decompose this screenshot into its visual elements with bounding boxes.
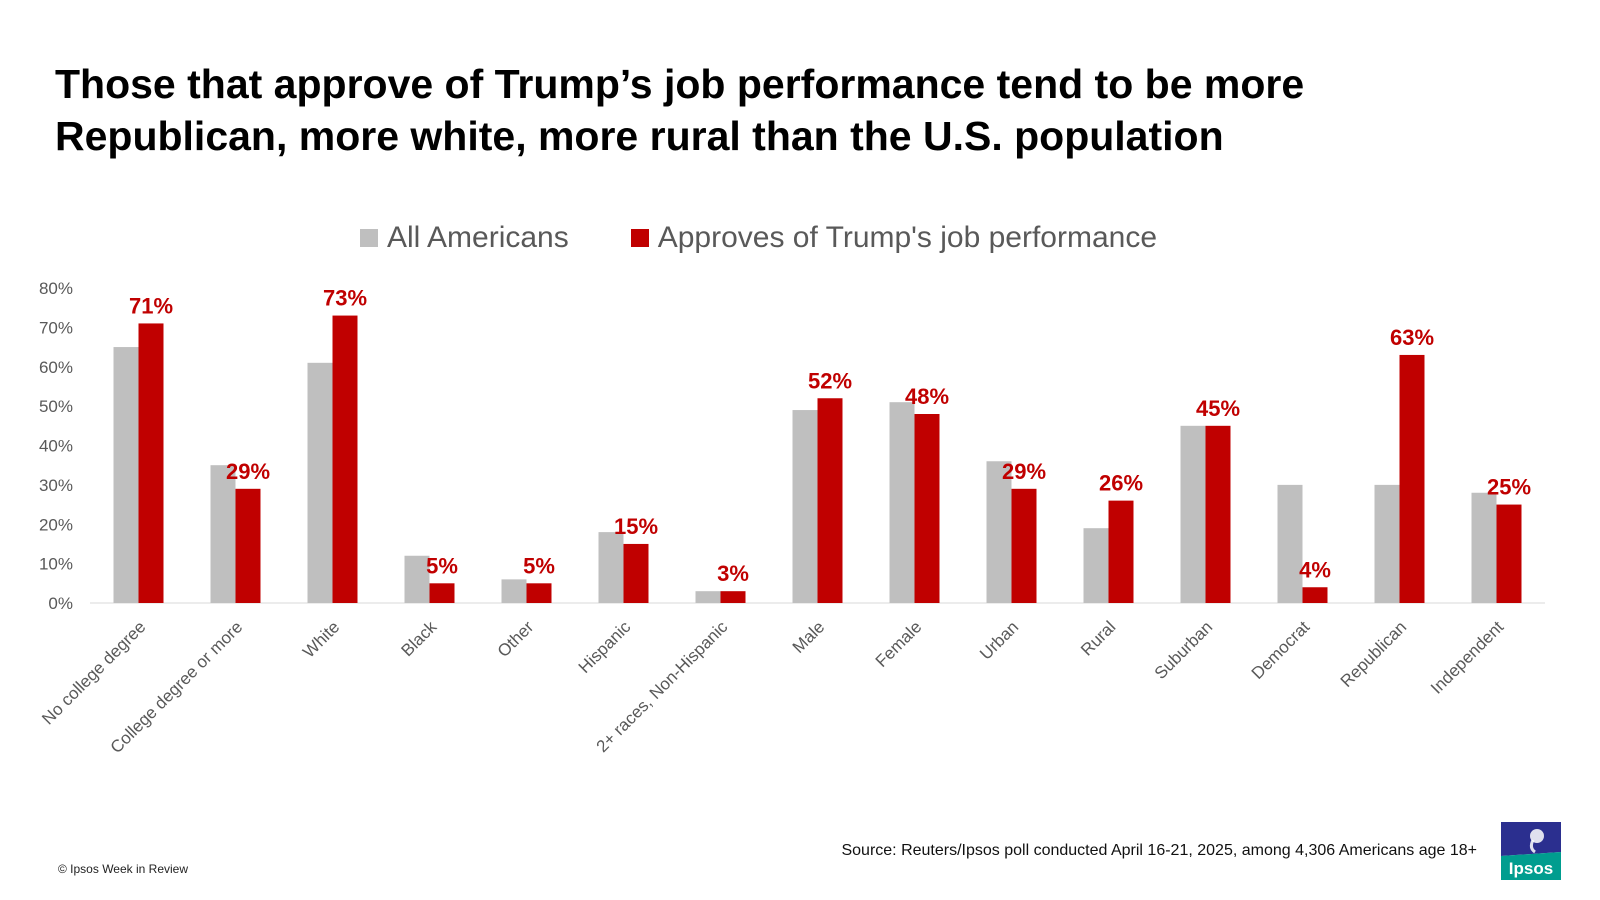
x-tick-label: Rural: [1077, 617, 1119, 659]
bar-all-americans: [1471, 492, 1497, 603]
bar-all-americans: [1277, 484, 1303, 603]
data-label: 63%: [1390, 325, 1434, 350]
bar-all-americans: [113, 347, 139, 603]
bar-all-americans: [695, 591, 721, 603]
legend-label-approves: Approves of Trump's job performance: [657, 221, 1158, 254]
legend-label-all-americans: All Americans: [387, 221, 569, 254]
data-label: 3%: [717, 561, 749, 586]
data-label: 45%: [1196, 396, 1240, 421]
data-label: 5%: [523, 553, 555, 578]
x-tick-label: Female: [872, 617, 926, 671]
y-tick-label: 50%: [39, 397, 73, 416]
y-tick-label: 60%: [39, 358, 73, 377]
chart-title-line-2: Republican, more white, more rural than …: [55, 113, 1224, 159]
x-tick-label: No college degree: [38, 617, 149, 728]
bar-approves: [1496, 504, 1522, 603]
y-tick-label: 80%: [39, 279, 73, 298]
x-tick-label: Black: [397, 617, 440, 660]
legend-swatch-all-americans: [360, 229, 378, 247]
bar-approves: [429, 583, 455, 603]
data-label: 15%: [614, 514, 658, 539]
x-tick-label: Republican: [1337, 617, 1411, 691]
x-tick-label: White: [299, 617, 343, 661]
bar-approves: [138, 323, 164, 603]
data-label: 26%: [1099, 471, 1143, 496]
y-tick-label: 10%: [39, 555, 73, 574]
bar-all-americans: [1180, 425, 1206, 603]
x-tick-label: Democrat: [1248, 617, 1314, 683]
source-note: Source: Reuters/Ipsos poll conducted Apr…: [841, 842, 1477, 859]
y-tick-label: 40%: [39, 437, 73, 456]
chart-title: Those that approve of Trump’s job perfor…: [55, 58, 1455, 162]
bar-approves: [526, 583, 552, 603]
bar-all-americans: [986, 461, 1012, 603]
bar-approves: [623, 543, 649, 603]
data-label: 48%: [905, 384, 949, 409]
logo-text: Ipsos: [1509, 859, 1553, 878]
bar-all-americans: [598, 532, 624, 603]
bar-approves: [1108, 500, 1134, 603]
y-tick-label: 0%: [48, 594, 73, 613]
bar-all-americans: [792, 410, 818, 603]
x-tick-label: Hispanic: [575, 617, 635, 677]
legend-swatch-approves: [630, 229, 649, 247]
x-tick-label: Suburban: [1151, 617, 1217, 683]
bar-approves: [1399, 354, 1425, 603]
x-tick-label: Male: [789, 617, 828, 656]
bar-approves: [720, 591, 746, 603]
data-label: 5%: [426, 553, 458, 578]
bar-all-americans: [1083, 528, 1109, 603]
data-label: 4%: [1299, 557, 1331, 582]
y-tick-label: 30%: [39, 476, 73, 495]
bar-all-americans: [210, 465, 236, 603]
bar-approves: [332, 315, 358, 603]
legend: All Americans Approves of Trump's job pe…: [360, 218, 1157, 258]
data-label: 25%: [1487, 475, 1531, 500]
x-tick-label: Urban: [976, 617, 1022, 663]
copyright-text: © Ipsos Week in Review: [58, 862, 189, 876]
legend-item-all-americans: All Americans: [360, 221, 569, 255]
bar-approves: [1302, 587, 1328, 603]
legend-item-approves: Approves of Trump's job performance: [630, 221, 1158, 255]
data-label: 71%: [129, 293, 173, 318]
x-tick-label: Other: [494, 617, 538, 661]
x-tick-label: Independent: [1427, 617, 1507, 697]
data-label: 29%: [226, 459, 270, 484]
bar-all-americans: [404, 555, 430, 603]
bar-all-americans: [1374, 484, 1400, 603]
y-tick-label: 20%: [39, 515, 73, 534]
bar-approves: [1011, 488, 1037, 603]
bar-all-americans: [889, 402, 915, 603]
bar-all-americans: [501, 579, 527, 603]
data-label: 73%: [323, 286, 367, 311]
y-tick-label: 70%: [39, 318, 73, 337]
bar-approves: [914, 414, 940, 603]
bar-all-americans: [307, 362, 333, 603]
bar-approves: [1205, 425, 1231, 603]
chart-title-line-1: Those that approve of Trump’s job perfor…: [55, 61, 1305, 107]
data-label: 52%: [808, 368, 852, 393]
data-label: 29%: [1002, 459, 1046, 484]
ipsos-logo: Ipsos: [1499, 822, 1563, 880]
bar-approves: [817, 398, 843, 603]
bar-approves: [235, 488, 261, 603]
